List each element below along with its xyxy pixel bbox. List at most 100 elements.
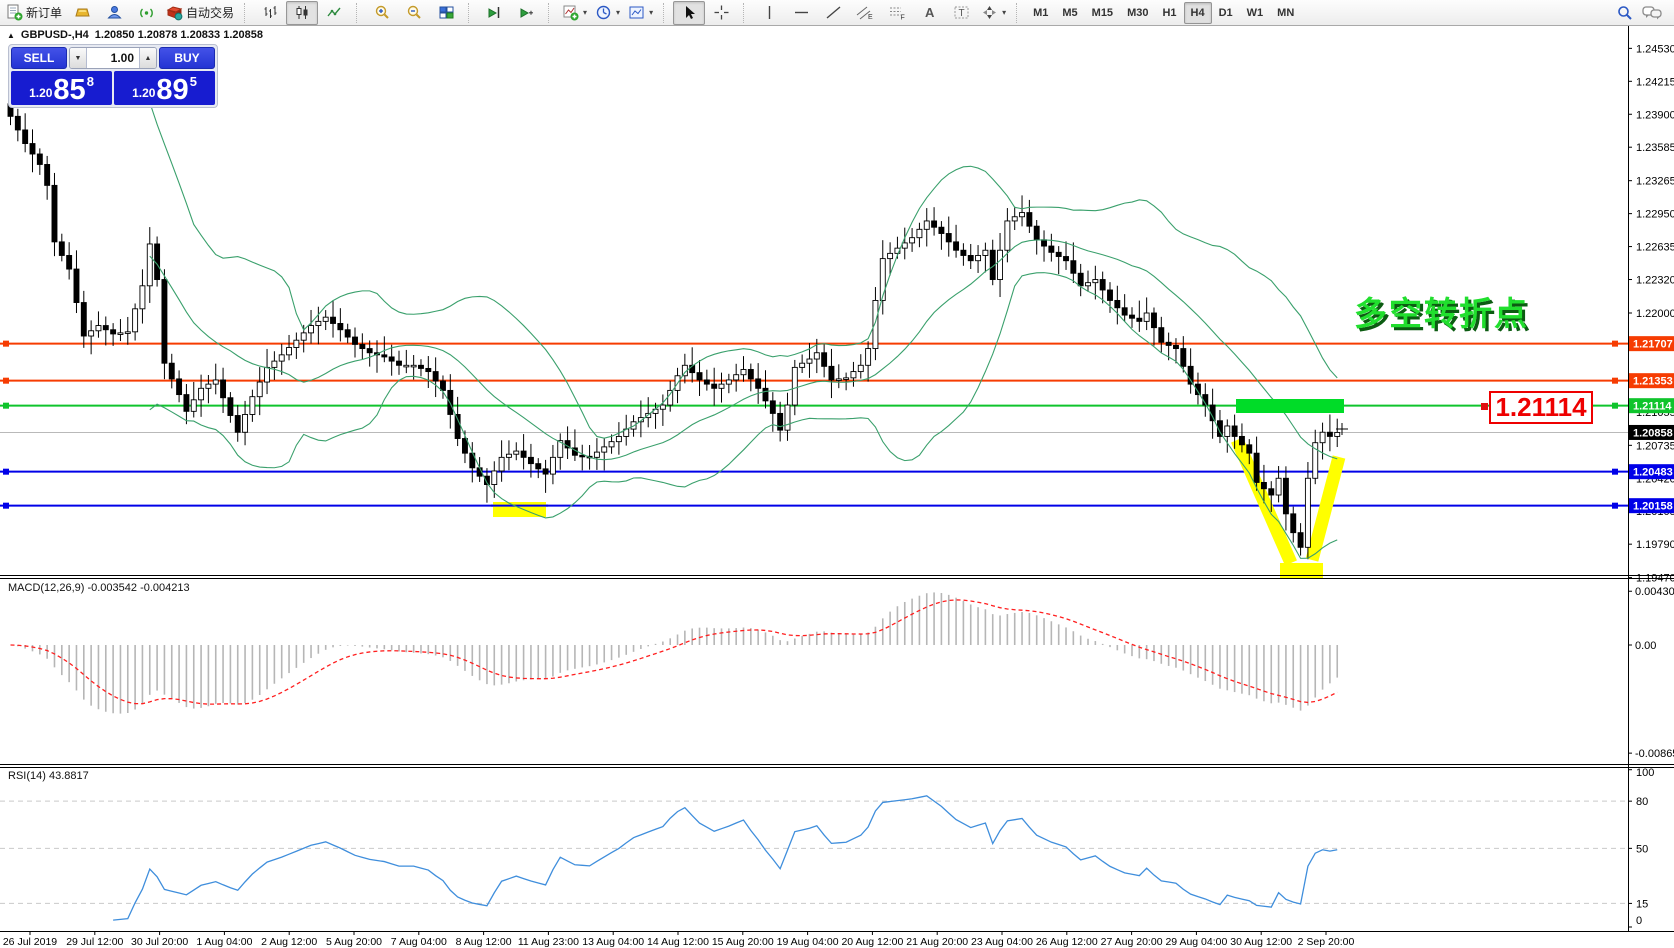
timeframe-w1[interactable]: W1 bbox=[1246, 6, 1264, 19]
price-badge bbox=[1629, 424, 1674, 440]
candle-body bbox=[931, 220, 938, 228]
hline-handle[interactable] bbox=[3, 340, 9, 347]
vertical-line-button[interactable] bbox=[753, 1, 785, 25]
timeframe-m5[interactable]: M5 bbox=[1062, 6, 1078, 19]
candle-body bbox=[725, 379, 732, 385]
auto-trading-button[interactable]: 自动交易 bbox=[162, 1, 238, 25]
timeframe-m30[interactable]: M30 bbox=[1127, 6, 1149, 19]
sell-button[interactable]: SELL bbox=[11, 47, 67, 69]
flag-connector-handle[interactable] bbox=[1481, 403, 1488, 410]
candle-body bbox=[967, 255, 974, 262]
periods-button[interactable]: ▾ bbox=[591, 1, 624, 25]
tile-windows-button[interactable] bbox=[430, 1, 462, 25]
candle-body bbox=[110, 329, 117, 335]
fibonacci-button[interactable]: F bbox=[881, 1, 913, 25]
volume-value[interactable]: 1.00 bbox=[110, 51, 134, 65]
horizontal-line-icon bbox=[794, 11, 808, 14]
text-label-button[interactable]: T bbox=[945, 1, 977, 25]
candle-body bbox=[718, 383, 725, 389]
candle-body bbox=[88, 330, 95, 337]
hline-handle[interactable] bbox=[1612, 340, 1618, 347]
hline-handle[interactable] bbox=[1612, 377, 1618, 384]
candle-body bbox=[1275, 477, 1282, 496]
hline-handle[interactable] bbox=[3, 468, 9, 475]
candle-body bbox=[484, 475, 490, 485]
timeframe-m15[interactable]: M15 bbox=[1091, 6, 1114, 19]
candle-body bbox=[601, 446, 608, 453]
candle-body bbox=[212, 379, 219, 385]
horizontal-line-button[interactable] bbox=[785, 1, 817, 25]
hline-handle[interactable] bbox=[1612, 502, 1618, 509]
bollinger-band-line bbox=[149, 272, 1338, 559]
templates-button[interactable]: ▾ bbox=[624, 1, 657, 25]
candle-body bbox=[821, 352, 828, 367]
hline-handle[interactable] bbox=[1612, 402, 1618, 409]
candle-body bbox=[95, 325, 102, 332]
hline-handle[interactable] bbox=[3, 377, 9, 384]
timeframe-m1[interactable]: M1 bbox=[1033, 6, 1049, 19]
price-badge bbox=[1629, 336, 1674, 352]
candle-body bbox=[366, 348, 373, 354]
buy-button[interactable]: BUY bbox=[159, 47, 215, 69]
timeframe-mn[interactable]: MN bbox=[1277, 6, 1295, 19]
sell-price-display[interactable]: 1.20 85 8 bbox=[11, 71, 112, 105]
crosshair-button[interactable] bbox=[705, 1, 737, 25]
new-order-button[interactable]: 新订单 bbox=[2, 1, 66, 25]
arrows-button[interactable]: ▾ bbox=[977, 1, 1010, 25]
line-chart-button[interactable] bbox=[318, 1, 350, 25]
volume-decrease-button[interactable]: ▼ bbox=[70, 48, 87, 68]
price-flag-annotation[interactable]: 1.21114 bbox=[1489, 391, 1593, 424]
hline-handle[interactable] bbox=[3, 402, 9, 409]
candle-body bbox=[1011, 216, 1018, 222]
toolbar-separator bbox=[1016, 2, 1022, 23]
price-chart-canvas[interactable]: 1.24530 1.24215 1.23900 1.23585 1.23265 1.229… bbox=[0, 26, 1674, 948]
candle-body bbox=[850, 371, 857, 379]
candle-body bbox=[1282, 477, 1289, 515]
equidistant-channel-button[interactable]: E bbox=[849, 1, 881, 25]
candle-body bbox=[198, 387, 205, 401]
community-button[interactable] bbox=[98, 1, 130, 25]
buy-price-pip: 5 bbox=[189, 74, 197, 89]
candlestick-chart-button[interactable] bbox=[286, 0, 319, 25]
candle-body bbox=[124, 331, 131, 334]
bar-chart-button[interactable] bbox=[254, 1, 286, 25]
indicators-button[interactable]: ▾ bbox=[558, 1, 591, 25]
channel-icon: E bbox=[856, 6, 873, 21]
horizontal-line-objects bbox=[0, 340, 1628, 509]
cursor-button[interactable] bbox=[673, 0, 706, 25]
chart-ohlc-values: 1.20850 1.20878 1.20833 1.20858 bbox=[94, 29, 263, 41]
candle-body bbox=[66, 255, 73, 270]
dropdown-caret-icon: ▾ bbox=[1002, 8, 1007, 17]
gold-button[interactable] bbox=[66, 1, 98, 25]
chat-icon[interactable] bbox=[1642, 4, 1662, 22]
green-level-bar[interactable] bbox=[1236, 399, 1344, 413]
yellow-base-rectangle[interactable] bbox=[1280, 563, 1323, 583]
candle-body bbox=[923, 220, 930, 230]
text-button[interactable]: A bbox=[913, 1, 945, 25]
one-click-trading-panel: SELL ▼ 1.00 ▲ BUY 1.20 85 8 1.20 89 5 bbox=[8, 44, 218, 108]
volume-increase-button[interactable]: ▲ bbox=[139, 48, 156, 68]
timeframe-d1[interactable]: D1 bbox=[1218, 6, 1233, 19]
timeframe-h4[interactable]: H4 bbox=[1183, 1, 1212, 24]
trendline-button[interactable] bbox=[817, 1, 849, 25]
auto-trading-label: 自动交易 bbox=[186, 6, 235, 20]
candle-body bbox=[1268, 488, 1275, 496]
candle-body bbox=[80, 302, 87, 337]
search-icon[interactable] bbox=[1616, 4, 1634, 22]
turning-point-annotation[interactable]: 多空转折点 bbox=[1354, 295, 1529, 332]
price-tick-label: 1.24215 bbox=[1636, 76, 1674, 88]
zoom-out-button[interactable] bbox=[398, 1, 430, 25]
buy-price-display[interactable]: 1.20 89 5 bbox=[114, 71, 215, 105]
hline-handle[interactable] bbox=[3, 502, 9, 509]
hline-handle[interactable] bbox=[1612, 468, 1618, 475]
yellow-trendline-right[interactable] bbox=[1305, 455, 1346, 562]
zoom-in-button[interactable] bbox=[366, 1, 398, 25]
candle-body bbox=[1077, 272, 1084, 287]
chart-shift-button[interactable] bbox=[510, 1, 542, 25]
timeframe-h1[interactable]: H1 bbox=[1162, 6, 1177, 19]
price-tick-label: 1.20735 bbox=[1636, 440, 1674, 452]
collapse-icon[interactable]: ▲ bbox=[7, 30, 15, 40]
auto-scroll-button[interactable] bbox=[478, 1, 510, 25]
candle-body bbox=[1246, 444, 1253, 454]
signal-button[interactable] bbox=[130, 1, 162, 25]
